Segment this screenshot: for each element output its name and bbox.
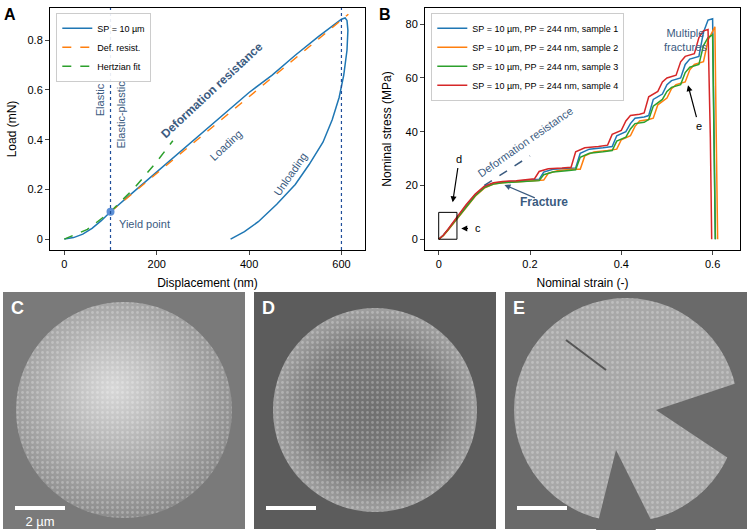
svg-text:Nominal stress (MPa): Nominal stress (MPa) [380, 71, 394, 186]
svg-text:D: D [262, 298, 275, 318]
svg-text:e: e [696, 120, 702, 132]
svg-text:Displacement (nm): Displacement (nm) [157, 276, 258, 290]
svg-text:0.6: 0.6 [28, 84, 43, 96]
svg-text:60: 60 [406, 72, 418, 84]
svg-text:SP = 10 µm: SP = 10 µm [97, 24, 144, 34]
svg-text:B: B [379, 6, 391, 23]
svg-text:Deformation resistance: Deformation resistance [476, 105, 576, 180]
svg-text:200: 200 [148, 258, 166, 270]
svg-text:80: 80 [406, 18, 418, 30]
svg-text:A: A [4, 6, 16, 23]
svg-text:0: 0 [412, 233, 418, 245]
svg-text:Elastic: Elastic [94, 83, 106, 116]
svg-text:20: 20 [406, 179, 418, 191]
svg-text:Deformation resistance: Deformation resistance [158, 39, 265, 140]
svg-text:2 µm: 2 µm [25, 514, 54, 529]
svg-text:SP = 10 µm, PP = 244 nm, sampl: SP = 10 µm, PP = 244 nm, sample 1 [472, 24, 618, 34]
svg-text:SP = 10 µm, PP = 244 nm, sampl: SP = 10 µm, PP = 244 nm, sample 2 [472, 43, 618, 53]
svg-text:Fracture: Fracture [520, 195, 568, 209]
svg-text:SP = 10 µm, PP = 244 nm, sampl: SP = 10 µm, PP = 244 nm, sample 3 [472, 62, 618, 72]
svg-text:0.4: 0.4 [614, 258, 629, 270]
svg-text:0: 0 [436, 258, 442, 270]
svg-text:d: d [456, 153, 462, 165]
svg-text:Multiplefractures: Multiplefractures [664, 27, 707, 53]
svg-text:Loading: Loading [208, 127, 245, 162]
svg-text:0.2: 0.2 [28, 183, 43, 195]
svg-text:Elastic-plastic: Elastic-plastic [115, 81, 127, 149]
svg-text:C: C [11, 298, 24, 318]
svg-text:0: 0 [37, 233, 43, 245]
svg-text:Def. resist.: Def. resist. [97, 43, 140, 53]
svg-text:c: c [475, 222, 481, 234]
svg-text:0.4: 0.4 [28, 134, 43, 146]
svg-text:0.8: 0.8 [28, 34, 43, 46]
svg-text:Load (mN): Load (mN) [5, 101, 19, 158]
svg-text:0.6: 0.6 [705, 258, 720, 270]
svg-text:400: 400 [240, 258, 258, 270]
svg-text:E: E [513, 298, 525, 318]
svg-text:0.2: 0.2 [522, 258, 537, 270]
svg-text:SP = 10 µm, PP = 244 nm, sampl: SP = 10 µm, PP = 244 nm, sample 4 [472, 81, 618, 91]
svg-text:Unloading: Unloading [271, 150, 309, 197]
svg-text:600: 600 [332, 258, 350, 270]
svg-text:40: 40 [406, 126, 418, 138]
svg-text:Hertzian fit: Hertzian fit [97, 62, 141, 72]
svg-text:0: 0 [61, 258, 67, 270]
svg-text:Nominal strain (-): Nominal strain (-) [536, 276, 628, 290]
svg-text:Yield point: Yield point [119, 218, 170, 230]
